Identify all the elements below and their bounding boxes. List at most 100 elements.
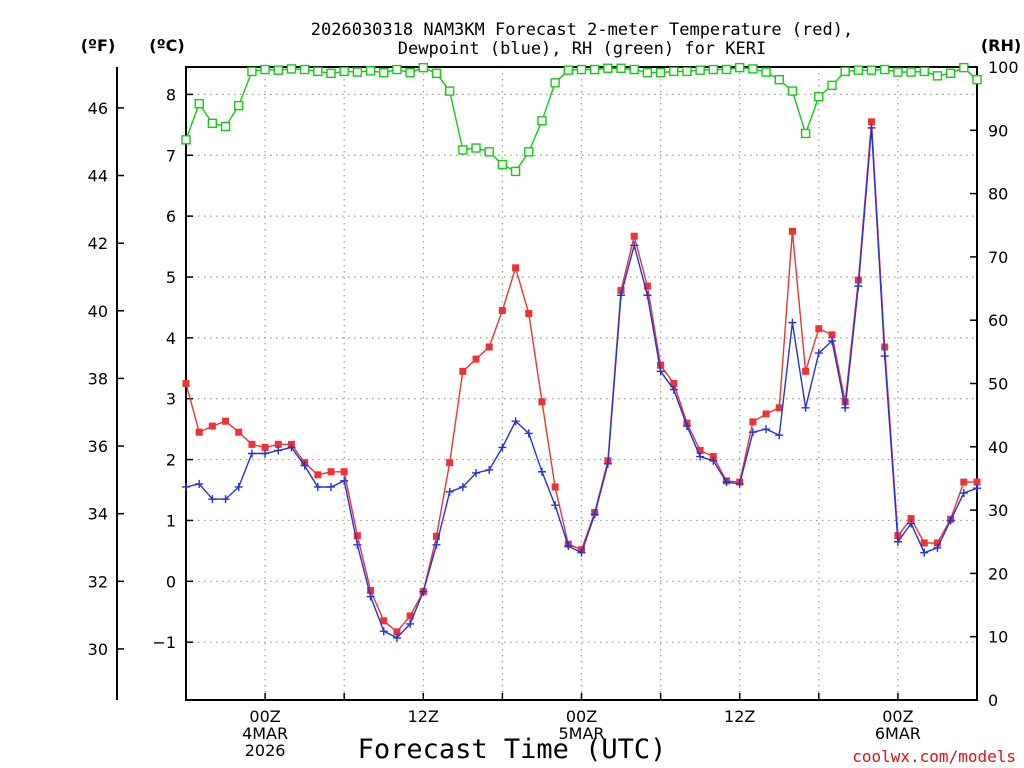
dewpoint-point bbox=[327, 482, 336, 491]
temperature-point bbox=[749, 418, 757, 426]
temperature-point bbox=[920, 539, 928, 547]
celsius-tick-label: 6 bbox=[166, 207, 176, 226]
dewpoint-point bbox=[762, 425, 771, 434]
temperature-point bbox=[551, 483, 559, 491]
dewpoint-point bbox=[867, 123, 876, 132]
rh-point bbox=[735, 62, 745, 73]
rh-point bbox=[326, 68, 336, 79]
dewpoint-point bbox=[748, 428, 757, 437]
rh-point bbox=[313, 66, 323, 77]
rh-point bbox=[880, 64, 890, 75]
fahrenheit-tick-label: 34 bbox=[88, 505, 108, 524]
temperature-point bbox=[709, 453, 717, 461]
rh-point bbox=[550, 78, 560, 88]
temperature-point bbox=[815, 325, 823, 333]
celsius-tick-label: 1 bbox=[166, 511, 176, 530]
rh-tick-label: 30 bbox=[988, 501, 1008, 520]
x-tick-label: 00Z bbox=[566, 707, 597, 726]
dewpoint-point bbox=[920, 548, 929, 557]
temperature-point bbox=[670, 380, 678, 387]
dewpoint-point bbox=[959, 489, 968, 498]
dewpoint-point bbox=[353, 540, 362, 549]
rh-point bbox=[655, 67, 666, 78]
rh-point bbox=[721, 64, 732, 75]
rh-point bbox=[629, 64, 639, 75]
temperature-point bbox=[933, 539, 941, 547]
temperature-point bbox=[960, 478, 968, 486]
x-tick-label: 2026 bbox=[245, 741, 286, 760]
rh-point bbox=[181, 135, 191, 145]
dewpoint-point bbox=[182, 482, 190, 491]
rh-point bbox=[444, 86, 455, 96]
temperature-point bbox=[657, 361, 665, 369]
temperature-point bbox=[643, 282, 651, 290]
fahrenheit-unit-label: (ºF) bbox=[81, 36, 116, 55]
rh-point bbox=[774, 74, 784, 85]
rh-point bbox=[695, 65, 705, 75]
rh-point bbox=[286, 64, 297, 74]
dewpoint-point bbox=[617, 291, 626, 300]
fahrenheit-tick-label: 36 bbox=[88, 437, 108, 456]
rh-point bbox=[642, 67, 653, 78]
temperature-point bbox=[432, 532, 440, 540]
dewpoint-point bbox=[247, 449, 256, 458]
temperature-point bbox=[367, 586, 375, 594]
temperature-point bbox=[775, 404, 783, 412]
temperature-point bbox=[525, 310, 533, 318]
dewpoint-point bbox=[696, 452, 705, 461]
dewpoint-series bbox=[182, 123, 981, 642]
dewpoint-point bbox=[854, 282, 863, 291]
rh-point bbox=[814, 92, 824, 102]
rh-tick-label: 70 bbox=[988, 248, 1008, 267]
rh-point bbox=[603, 63, 613, 73]
rh-point bbox=[352, 67, 363, 77]
dewpoint-point bbox=[287, 443, 296, 452]
rh-point bbox=[576, 64, 587, 75]
temperature-point bbox=[868, 118, 876, 126]
x-tick-label: 00Z bbox=[882, 707, 913, 726]
dewpoint-point bbox=[445, 487, 454, 496]
dewpoint-point bbox=[472, 468, 481, 477]
rh-point bbox=[405, 67, 415, 78]
rh-point bbox=[194, 99, 204, 109]
dewpoint-point bbox=[564, 542, 573, 551]
temperature-point bbox=[195, 428, 203, 436]
dewpoint-point bbox=[313, 482, 322, 491]
temperature-point bbox=[459, 367, 467, 375]
x-tick-label: 12Z bbox=[724, 707, 755, 726]
rh-point bbox=[392, 64, 402, 75]
rh-point bbox=[761, 67, 771, 77]
data-series bbox=[181, 62, 982, 642]
rh-point bbox=[273, 65, 283, 75]
x-tick-label: 4MAR bbox=[242, 724, 288, 743]
temperature-point bbox=[222, 417, 230, 425]
dewpoint-point bbox=[577, 548, 586, 557]
x-tick-label: 00Z bbox=[249, 707, 280, 726]
x-tick-label: 5MAR bbox=[558, 724, 604, 743]
dewpoint-point bbox=[603, 459, 612, 468]
rh-point bbox=[616, 63, 626, 73]
dewpoint-point bbox=[498, 443, 507, 452]
rh-tick-label: 100 bbox=[988, 58, 1019, 77]
rh-point bbox=[787, 86, 798, 96]
rh-point bbox=[972, 74, 982, 85]
rh-tick-label: 20 bbox=[988, 564, 1008, 583]
dewpoint-point bbox=[511, 417, 520, 426]
rh-point bbox=[945, 68, 956, 79]
chart-title-line-1: 2026030318 NAM3KM Forecast 2-meter Tempe… bbox=[311, 20, 853, 40]
rh-tick-label: 60 bbox=[988, 311, 1008, 330]
rh-point bbox=[339, 66, 349, 77]
temperature-point bbox=[472, 355, 480, 363]
temperature-point bbox=[617, 286, 625, 294]
dewpoint-point bbox=[485, 465, 494, 474]
dewpoint-point bbox=[406, 619, 415, 628]
rh-point bbox=[537, 116, 547, 126]
fahrenheit-tick-label: 32 bbox=[88, 572, 108, 591]
dewpoint-point bbox=[880, 352, 889, 361]
dewpoint-point bbox=[419, 587, 428, 596]
rh-point bbox=[379, 67, 389, 78]
temperature-point bbox=[274, 440, 282, 448]
temperature-point bbox=[261, 443, 269, 451]
rh-tick-label: 10 bbox=[988, 628, 1008, 647]
